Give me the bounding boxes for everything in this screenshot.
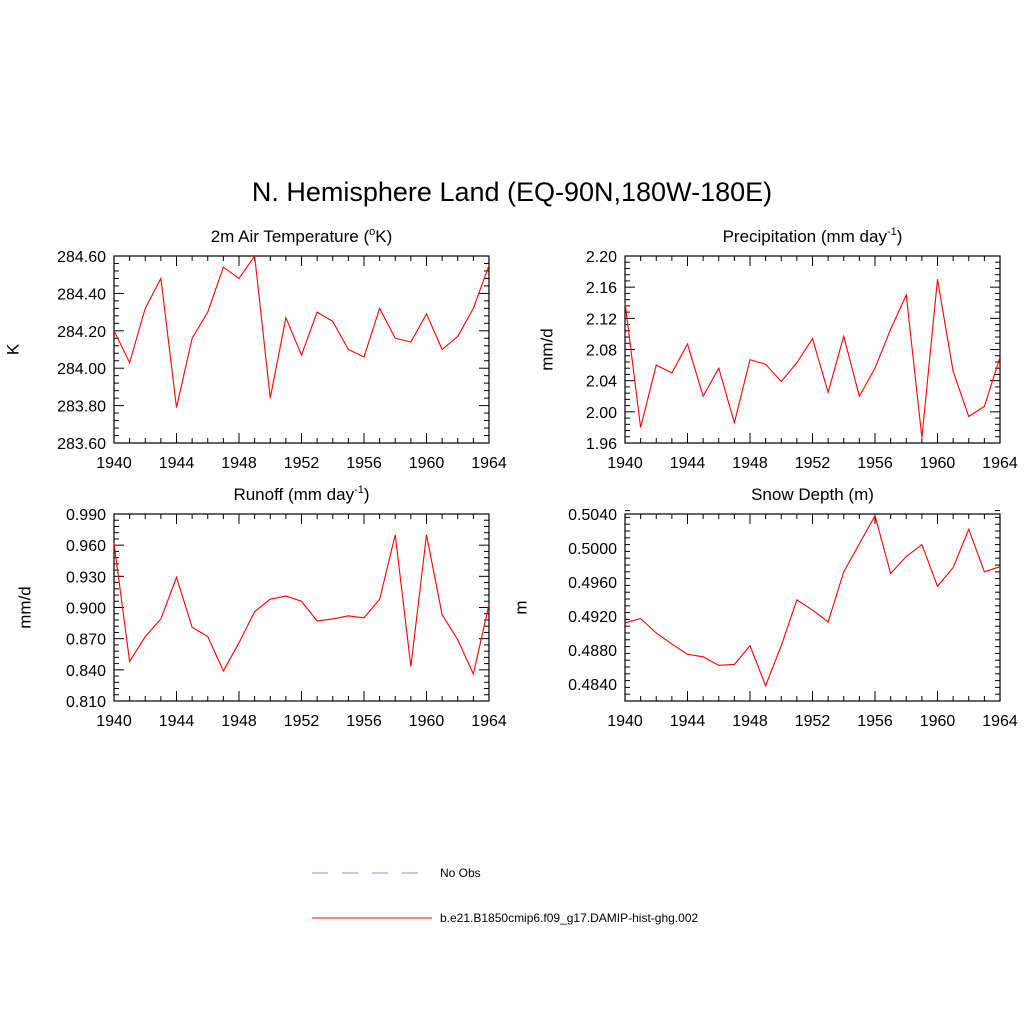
x-tick-label: 1952 [795,455,831,472]
x-tick-label: 1964 [982,455,1018,472]
x-tick-label: 1956 [857,455,893,472]
y-tick-label: 0.840 [66,663,106,680]
panel-3: 1940 1944 1948 1952 1956 1960 1964 0.810 0.840 0.… [15,484,506,730]
y-tick-label: 0.4960 [568,575,617,592]
y-tick-label: 2.16 [586,280,617,297]
series-line [113,534,490,676]
x-tick-label: 1960 [920,713,956,730]
y-axis-label: mm/d [15,586,34,629]
x-tick-label: 1952 [284,455,320,472]
panel-title: Runoff (mm day-1) [233,484,369,504]
y-tick-label: 1.96 [586,436,617,453]
x-tick-label: 1948 [221,455,257,472]
x-tick-label: 1956 [346,455,382,472]
y-tick-label: 0.960 [66,538,106,555]
y-axis-label: mm/d [537,328,556,371]
x-tick-label: 1940 [607,455,643,472]
y-tick-label: 0.4840 [568,677,617,694]
y-tick-label: 0.5040 [568,507,617,524]
x-tick-label: 1948 [732,455,768,472]
x-tick-label: 1964 [471,455,507,472]
x-tick-label: 1940 [96,713,132,730]
x-tick-label: 1944 [159,713,195,730]
panel-title: Snow Depth (m) [751,485,874,504]
y-tick-label: 283.80 [57,399,106,416]
panel-4: 1940 1944 1948 1952 1956 1960 1964 0.4840 0.4880… [511,485,1017,730]
y-tick-label: 0.870 [66,632,106,649]
series-line [624,514,1001,688]
legend-label-no-obs: No Obs [440,866,481,880]
legend-label-series: b.e21.B1850cmip6.f09_g17.DAMIP-hist-ghg.… [440,911,698,925]
series-line [624,279,1001,438]
panel-title: 2m Air Temperature (oK) [211,226,393,246]
y-tick-label: 2.12 [586,311,617,328]
y-tick-label: 2.04 [586,374,617,391]
y-tick-label: 2.20 [586,249,617,266]
y-tick-label: 0.810 [66,694,106,711]
x-tick-label: 1944 [670,713,706,730]
plot-frame [624,513,1001,702]
y-tick-label: 284.00 [57,361,106,378]
panels-group: 1940 1944 1948 1952 1956 1960 1964 283.60 283.80… [3,226,1017,730]
y-tick-label: 284.60 [57,249,106,266]
x-tick-label: 1944 [670,455,706,472]
y-tick-label: 0.4920 [568,609,617,626]
figure-title: N. Hemisphere Land (EQ-90N,180W-180E) [252,177,772,207]
x-tick-label: 1940 [607,713,643,730]
x-tick-label: 1956 [857,713,893,730]
x-tick-label: 1952 [795,713,831,730]
y-axis-label: m [511,600,530,614]
series-line [113,254,490,408]
x-tick-label: 1948 [221,713,257,730]
plot-frame [113,255,490,444]
x-tick-label: 1964 [982,713,1018,730]
plot-frame [113,513,490,702]
x-tick-label: 1952 [284,713,320,730]
y-tick-label: 283.60 [57,436,106,453]
y-tick-label: 2.00 [586,405,617,422]
x-tick-label: 1940 [96,455,132,472]
x-tick-label: 1960 [920,455,956,472]
x-tick-label: 1964 [471,713,507,730]
y-tick-label: 0.990 [66,507,106,524]
y-tick-label: 0.4880 [568,643,617,660]
y-tick-label: 2.08 [586,343,617,360]
plot-frame [624,255,1001,444]
y-axis-label: K [3,343,22,355]
y-tick-label: 284.20 [57,324,106,341]
x-tick-label: 1948 [732,713,768,730]
legend: No Obs b.e21.B1850cmip6.f09_g17.DAMIP-hi… [312,866,698,925]
y-tick-label: 284.40 [57,286,106,303]
panel-1: 1940 1944 1948 1952 1956 1960 1964 283.60 283.80… [3,226,506,472]
x-tick-label: 1960 [409,713,445,730]
x-tick-label: 1960 [409,455,445,472]
x-tick-label: 1956 [346,713,382,730]
panel-2: 1940 1944 1948 1952 1956 1960 1964 1.96 2.00 2.04… [537,226,1017,472]
y-tick-label: 0.5000 [568,541,617,558]
y-tick-label: 0.930 [66,569,106,586]
panel-title: Precipitation (mm day-1) [723,226,903,246]
y-tick-label: 0.900 [66,601,106,618]
x-tick-label: 1944 [159,455,195,472]
